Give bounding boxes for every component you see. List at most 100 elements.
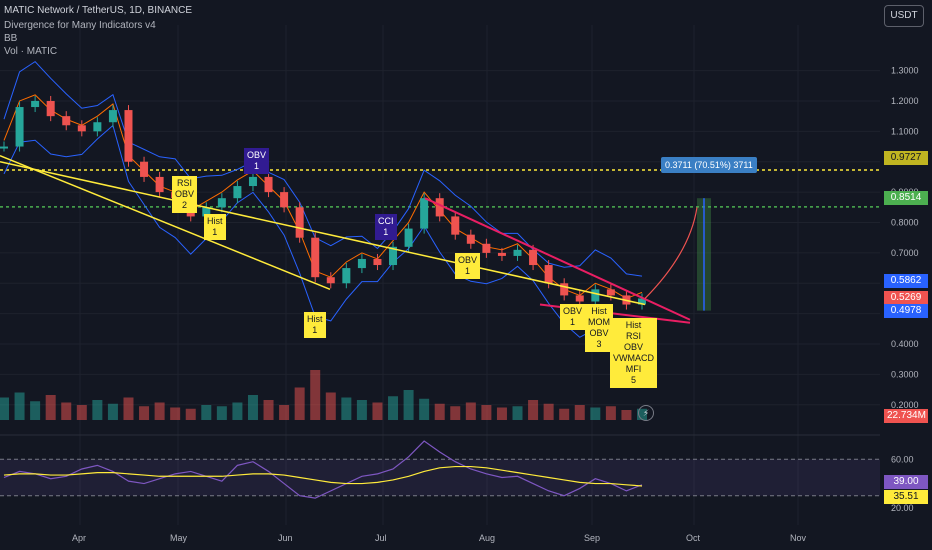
candle-body (435, 198, 444, 217)
wedge-upper (424, 197, 691, 321)
price-tag-level1: 0.9727 (884, 151, 928, 165)
rsi-tick-label: 60.00 (891, 454, 914, 464)
candle-body (77, 125, 86, 132)
note-text: Hist RSI OBV VWMACD MFI 5 (613, 320, 654, 385)
volume-bar (372, 402, 383, 420)
x-tick-label: Jun (278, 533, 293, 543)
candle-body (482, 243, 491, 253)
trend-line-yellow-2 (0, 160, 646, 306)
candle-body (420, 198, 429, 229)
note-rsi-obv-2: RSI OBV 2 (172, 176, 198, 213)
volume-bar (92, 400, 103, 420)
note-obv-1c: OBV 1 (560, 304, 586, 330)
indicator-label[interactable]: Divergence for Many Indicators v4 (4, 20, 156, 31)
volume-bar (543, 403, 554, 420)
candle-body (591, 289, 600, 302)
volume-bar (279, 405, 290, 420)
candle-body (389, 246, 398, 266)
candle-body (217, 198, 226, 208)
candle-body (140, 161, 149, 177)
note-cci-1: CCI 1 (375, 214, 397, 240)
candle-body (497, 252, 506, 256)
symbol-title[interactable]: MATIC Network / TetherUS, 1D, BINANCE (4, 5, 193, 16)
candle-body (248, 176, 257, 187)
volume-bar (170, 407, 181, 420)
x-tick-label: May (170, 533, 188, 543)
volume-bar (356, 400, 367, 420)
volume-bar (61, 402, 72, 420)
note-text: OBV 1 (458, 255, 478, 276)
volume-bar (107, 403, 118, 420)
volume-bar (434, 403, 445, 420)
candle-body (15, 107, 24, 147)
volume-bar (481, 405, 492, 420)
volume-bar (450, 406, 461, 420)
candle-body (466, 234, 475, 244)
volume-bar (496, 407, 507, 420)
y-tick-label: 0.7000 (891, 248, 919, 258)
volume-bar (185, 408, 196, 420)
candle-body (124, 110, 133, 162)
candle-body (404, 228, 413, 247)
candle-body (311, 237, 320, 278)
volume-bar (154, 402, 165, 420)
trend-line-yellow (0, 154, 331, 291)
note-hist-mom-obv-3: Hist MOM OBV 3 (585, 304, 613, 352)
volume-bar (76, 405, 87, 420)
volume-bar (559, 408, 570, 420)
volume-bar (294, 387, 305, 420)
y-tick-label: 0.8000 (891, 218, 919, 228)
price-tag-level3: 0.5862 (884, 274, 928, 288)
price-tag-level5: 0.4978 (884, 304, 928, 318)
candle-body (606, 289, 615, 296)
volume-bar (30, 401, 41, 420)
candle-body (264, 176, 273, 193)
y-tick-label: 1.2000 (891, 96, 919, 106)
candle-body (357, 258, 366, 269)
note-text: Hist 1 (207, 216, 223, 237)
rsi-ma-line (3, 465, 643, 487)
note-text: Hist 1 (307, 314, 323, 335)
volume-bar (310, 370, 321, 420)
y-tick-label: 1.3000 (891, 66, 919, 76)
note-text: OBV 1 (563, 306, 583, 327)
x-tick-label: Sep (584, 533, 600, 543)
note-text: Hist MOM OBV 3 (588, 306, 610, 349)
y-tick-label: 0.2000 (891, 400, 919, 410)
candle-body (342, 268, 351, 284)
bb-indicator-label[interactable]: BB (4, 33, 18, 44)
x-tick-label: Apr (72, 533, 86, 543)
rsi-tag: 39.00 (884, 475, 928, 489)
volume-bar (465, 402, 476, 420)
volume-bar (263, 400, 274, 420)
price-tag-level4: 0.5269 (884, 291, 928, 305)
currency-button[interactable]: USDT (884, 5, 924, 27)
candle-body (233, 186, 242, 199)
volume-bar (528, 400, 539, 420)
rsi-tick-label: 20.00 (891, 503, 914, 513)
volume-bar (247, 395, 258, 420)
volume-indicator-label[interactable]: Vol · MATIC (4, 46, 58, 57)
projection-curve (644, 207, 698, 299)
volume-bar (232, 402, 243, 420)
candle-body (575, 295, 584, 302)
candle-body (560, 283, 569, 296)
volume-bar (216, 406, 227, 420)
volume-bar (388, 396, 399, 420)
x-tick-label: Nov (790, 533, 807, 543)
volume-bar (621, 410, 632, 420)
candle-body (638, 298, 646, 305)
note-text: OBV 1 (247, 150, 267, 171)
candle-body (280, 192, 289, 208)
candle-body (155, 176, 164, 193)
price-tag-level2: 0.8514 (884, 191, 928, 205)
candle-body (46, 100, 55, 117)
note-obv-1-purple: OBV 1 (244, 148, 270, 174)
candle-body (544, 265, 553, 284)
y-tick-label: 0.4000 (891, 339, 919, 349)
lightning-icon[interactable]: ⚡ (638, 405, 654, 421)
volume-tag: 22.734M (884, 409, 928, 423)
volume-bar (605, 406, 616, 420)
note-text: RSI OBV 2 (175, 178, 195, 210)
